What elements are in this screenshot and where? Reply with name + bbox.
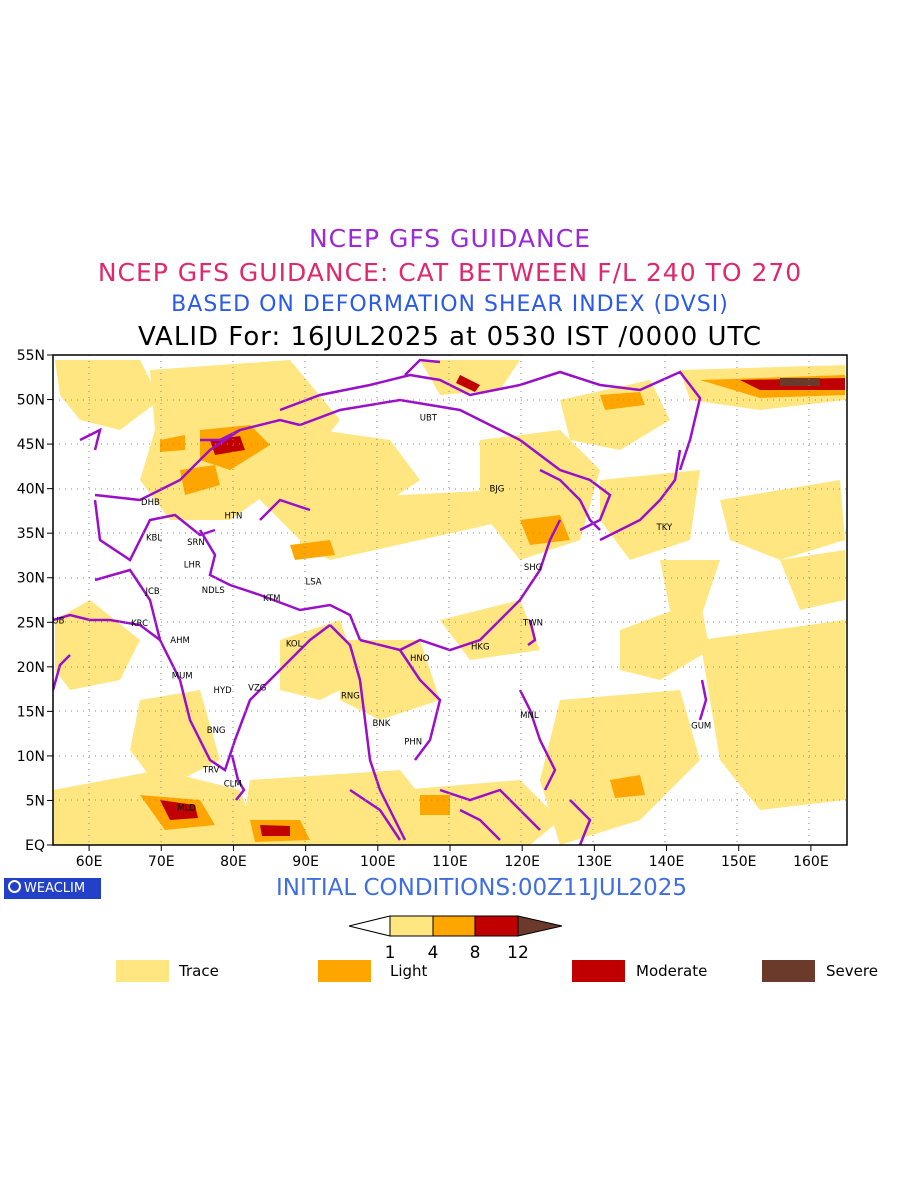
colorbar-light	[432, 915, 476, 937]
lon-tick-label: 80E	[220, 854, 247, 870]
colorbar-tick: 12	[507, 943, 529, 963]
lon-tick-label: 150E	[721, 854, 757, 870]
legend-label-light: Light	[390, 962, 428, 980]
lat-tick-label: 20N	[17, 660, 45, 676]
logo-text: WEACLIM	[24, 881, 86, 896]
city-label-ndls: NDLS	[202, 586, 225, 596]
lat-tick-label: 15N	[17, 704, 45, 720]
colorbar-tick: 1	[385, 943, 396, 963]
city-label-jcb: JCB	[144, 587, 159, 597]
lon-tick-label: 60E	[76, 854, 103, 870]
colorbar-tick: 8	[470, 943, 481, 963]
lat-tick-label: 50N	[17, 393, 45, 409]
lat-tick-label: 35N	[17, 526, 45, 542]
lat-tick-label: 5N	[26, 793, 45, 809]
title-main: NCEP GFS GUIDANCE	[308, 224, 591, 253]
latitude-axis: 55N 50N 45N 40N 35N 30N 25N 20N 15N 10N 5N EQ	[17, 348, 53, 854]
city-label-vzg: VZG	[248, 683, 266, 693]
legend-label-trace: Trace	[179, 962, 219, 980]
boundaries	[53, 358, 708, 845]
city-label-lsa: LSA	[306, 577, 322, 587]
city-labels: UBT DHB HTN BJG KBL SRN TKY LHR SHG LSA JCB NDLS KTM…	[46, 413, 711, 814]
city-label-ahm: AHM	[170, 636, 190, 646]
legend-swatch-light	[318, 960, 371, 982]
legend-label-moderate: Moderate	[636, 962, 708, 980]
city-label-hno: HNO	[410, 654, 430, 664]
turbulence-fields: UBT DHB HTN BJG KBL SRN TKY LHR SHG LSA JCB NDLS KTM…	[46, 355, 847, 845]
graticule	[53, 355, 847, 845]
legend-swatch-moderate	[572, 960, 625, 982]
city-label-phn: PHN	[404, 738, 422, 748]
city-label-bjg: BJG	[489, 485, 504, 495]
colorbar-tick: 4	[428, 943, 439, 963]
lon-tick-label: 130E	[577, 854, 613, 870]
city-label-twn: TWN	[522, 618, 543, 628]
city-label-htn: HTN	[224, 511, 242, 521]
city-label-gum: GUM	[691, 722, 711, 732]
legend-swatch-severe	[762, 960, 815, 982]
city-label-kol: KOL	[286, 640, 303, 650]
lat-tick-label: 40N	[17, 482, 45, 498]
city-label-dub: DUB	[46, 616, 65, 626]
colorbar: 1 4 8 12	[348, 915, 563, 963]
city-label-shg: SHG	[524, 563, 542, 573]
city-label-hyd: HYD	[214, 686, 233, 696]
city-label-bng: BNG	[207, 726, 226, 736]
colorbar-moderate	[474, 915, 519, 937]
lat-tick-label: 25N	[17, 615, 45, 631]
longitude-axis: 60E 70E 80E 90E 100E 110E 120E 130E 140E 150E 160E	[76, 845, 829, 870]
title-product: NCEP GFS GUIDANCE: CAT BETWEEN F/L 240 T…	[97, 258, 803, 287]
trace-areas	[53, 360, 845, 845]
title-valid-time: VALID For: 16JUL2025 at 0530 IST /0000 U…	[137, 322, 763, 352]
city-label-hkg: HKG	[471, 642, 490, 652]
legend-label-severe: Severe	[826, 962, 878, 980]
lat-tick-label: 30N	[17, 571, 45, 587]
city-label-ktm: KTM	[263, 594, 280, 604]
city-label-dhb: DHB	[141, 498, 160, 508]
lon-tick-label: 70E	[148, 854, 175, 870]
title-method: BASED ON DEFORMATION SHEAR INDEX (DVSI)	[171, 292, 729, 317]
city-label-mnl: MNL	[520, 711, 539, 721]
city-label-mld: MLD	[177, 804, 196, 814]
city-label-kbl: KBL	[146, 534, 162, 544]
colorbar-trace	[389, 915, 434, 937]
severe-areas	[780, 378, 820, 386]
initial-conditions: INITIAL CONDITIONS:00Z11JUL2025	[276, 875, 688, 901]
lon-tick-label: 90E	[292, 854, 319, 870]
city-label-trv: TRV	[202, 765, 220, 775]
lat-tick-label: 55N	[17, 348, 45, 364]
city-label-rng: RNG	[341, 691, 360, 701]
colorbar-low-arrow	[348, 915, 391, 937]
lon-tick-label: 110E	[432, 854, 468, 870]
city-label-bnk: BNK	[373, 719, 391, 729]
lat-tick-label: 10N	[17, 749, 45, 765]
city-label-ubt: UBT	[420, 413, 438, 423]
lat-tick-label: EQ	[25, 838, 45, 854]
copyright-icon	[8, 880, 21, 893]
city-label-lhr: LHR	[184, 560, 201, 570]
lat-tick-label: 45N	[17, 437, 45, 453]
lon-tick-label: 160E	[793, 854, 829, 870]
lon-tick-label: 100E	[360, 854, 396, 870]
city-label-tky: TKY	[656, 523, 673, 533]
legend-swatch-trace	[116, 960, 169, 982]
city-label-krc: KRC	[131, 619, 148, 629]
lon-tick-label: 120E	[504, 854, 540, 870]
city-label-mum: MUM	[172, 672, 193, 682]
colorbar-severe-arrow	[517, 915, 563, 937]
lon-tick-label: 140E	[649, 854, 685, 870]
city-label-srn: SRN	[187, 538, 205, 548]
weaclim-logo: WEACLIM	[4, 878, 101, 899]
city-label-clm: CLM	[224, 780, 242, 790]
